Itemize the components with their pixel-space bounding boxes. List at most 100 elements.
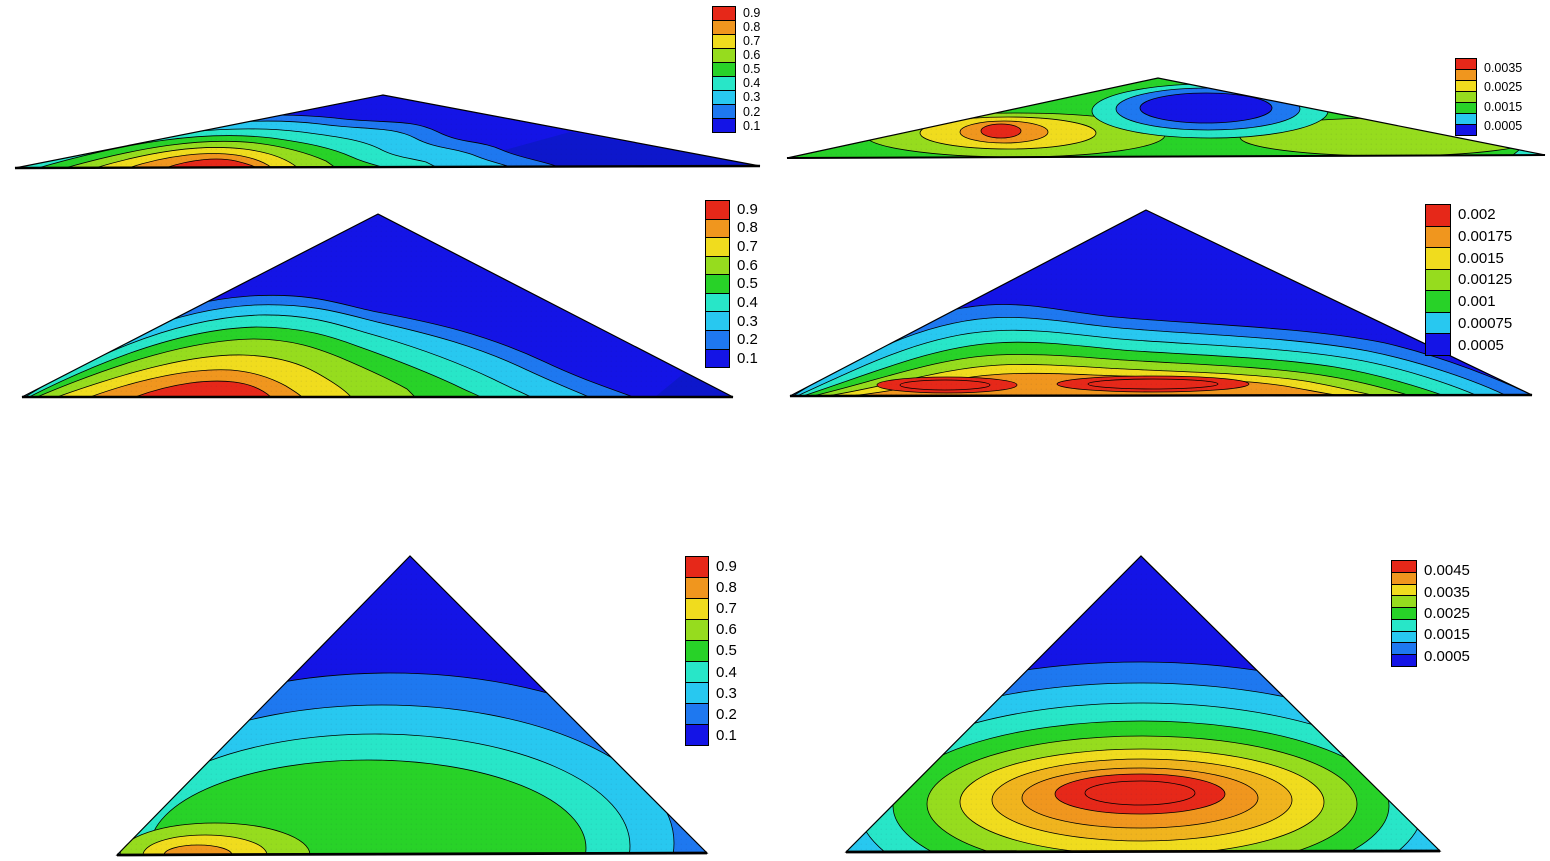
colorbar-cell [1456,69,1476,80]
colorbar-tick-label: 0.9 [716,558,737,576]
mesh-overlay [117,556,707,855]
colorbar-cell [1456,80,1476,91]
colorbar-tick-label: 0.3 [743,90,761,105]
colorbar-cell [713,62,735,76]
colorbar-cell [1392,595,1416,608]
colorbar-tick-label: 0.5 [743,62,761,77]
colorbar-cell [1392,654,1416,667]
colorbar-tick-label: 0.3 [737,312,758,330]
colorbar-labels: 0.0035 0.0025 0.0015 0.0005 [1484,58,1522,136]
colorbar-tick-label: 0.7 [743,34,761,49]
colorbar-tick-label: 0.0025 [1424,604,1470,622]
mesh-overlay [15,95,760,168]
colorbar-tick-label: 0.001 [1458,293,1496,311]
colorbar-tick-label: 0.8 [737,219,758,237]
colorbar-cell [1392,607,1416,619]
colorbar-tick-label: 0.6 [716,621,737,639]
mesh-overlay [846,556,1440,852]
colorbar-cell [1426,290,1450,312]
colorbar-tick-label: 0.7 [737,238,758,256]
colorbar-top-right: 0.0035 0.0025 0.0015 0.0005 [1455,58,1522,136]
colorbar-cell [1456,102,1476,113]
colorbar-tick-label: 0.1 [737,350,758,368]
colorbar-tick-label: 0.2 [743,104,761,119]
colorbar-tick-label: 0.1 [743,118,761,133]
colorbar-tick-label: 0.4 [737,294,758,312]
colorbar-tick-label: 0.8 [743,19,761,34]
colorbar-cells [1455,58,1477,136]
colorbar-labels: 0.9 0.8 0.7 0.6 0.5 0.4 0.3 0.2 0.1 [737,200,758,368]
colorbar-tick-label: 0.00075 [1458,314,1513,332]
colorbar-cell [706,292,729,312]
colorbar-cell [713,20,735,34]
colorbar-top-left: 0.9 0.8 0.7 0.6 0.5 0.4 0.3 0.2 0.1 [712,6,760,133]
colorbar-cell [1456,91,1476,102]
colorbar-cells [1425,204,1451,356]
mesh-overlay [790,210,1532,396]
colorbar-tick-label: 0.9 [743,5,761,20]
colorbar-cell [1456,124,1476,135]
colorbar-cell [686,661,708,682]
colorbar-tick-label: 0.0035 [1484,60,1523,75]
colorbar-tick-label: 0.6 [743,48,761,63]
mesh-overlay [22,214,733,397]
colorbar-cell [1392,571,1416,584]
colorbar-tick-label: 0.2 [716,705,737,723]
colorbar-tick-label: 0.0005 [1484,119,1523,133]
colorbar-cell [1426,268,1450,291]
colorbar-cell [686,703,708,724]
colorbar-tick-label: 0.7 [716,600,737,618]
colorbar-tick-label: 0.0015 [1424,626,1470,644]
colorbar-middle-right: 0.002 0.00175 0.0015 0.00125 0.001 0.00075 0.0… [1425,204,1512,356]
colorbar-tick-label: 0.00125 [1458,271,1513,289]
colorbar-labels: 0.9 0.8 0.7 0.6 0.5 0.4 0.3 0.2 0.1 [716,556,737,746]
colorbar-cell [706,201,729,219]
colorbar-cell [1456,59,1476,69]
colorbar-tick-label: 0.0015 [1484,99,1523,114]
contour-plot-top-right [786,77,1546,159]
colorbar-cell [1392,618,1416,631]
colorbar-cells [705,200,730,368]
colorbar-bottom-right: 0.0045 0.0035 0.0025 0.0015 0.0005 [1391,560,1470,667]
contour-plot-bottom-left [115,555,709,857]
triangle-base-edge [14,164,761,170]
colorbar-tick-label: 0.2 [737,331,758,349]
colorbar-cell [713,76,735,90]
colorbar-cell [1426,205,1450,226]
colorbar-cell [686,577,708,598]
colorbar-cell [713,34,735,48]
colorbar-tick-label: 0.0025 [1484,80,1523,94]
colorbar-cell [686,619,708,640]
colorbar-cell [686,724,708,745]
colorbar-cell [686,557,708,577]
colorbar-tick-label: 0.3 [716,684,737,702]
triangle-base-edge [845,849,1441,854]
colorbar-bottom-left: 0.9 0.8 0.7 0.6 0.5 0.4 0.3 0.2 0.1 [685,556,737,746]
colorbar-cell [1426,333,1450,356]
colorbar-cell [1392,630,1416,643]
colorbar-labels: 0.0045 0.0035 0.0025 0.0015 0.0005 [1424,560,1470,667]
colorbar-cell [686,640,708,661]
colorbar-tick-label: 0.0035 [1424,583,1470,601]
triangle-base-edge [786,154,1546,159]
colorbar-tick-label: 0.00175 [1458,228,1513,246]
mesh-overlay [787,78,1545,158]
colorbar-cell [706,255,729,275]
colorbar-cell [713,90,735,104]
colorbar-tick-label: 0.6 [737,256,758,274]
colorbar-tick-label: 0.1 [716,726,737,744]
colorbar-labels: 0.002 0.00175 0.0015 0.00125 0.001 0.00075 0.0… [1458,204,1512,356]
colorbar-tick-label: 0.0045 [1424,562,1470,580]
colorbar-cell [1392,561,1416,572]
colorbar-cell [713,48,735,62]
colorbar-cell [686,598,708,619]
colorbar-cell [706,218,729,238]
colorbar-tick-label: 0.9 [737,200,758,218]
colorbar-tick-label: 0.0005 [1458,336,1504,354]
colorbar-tick-label: 0.5 [737,275,758,293]
colorbar-tick-label: 0.4 [716,663,737,681]
colorbar-tick-label: 0.0015 [1458,249,1504,267]
colorbar-cell [713,118,735,132]
colorbar-cell [713,7,735,20]
